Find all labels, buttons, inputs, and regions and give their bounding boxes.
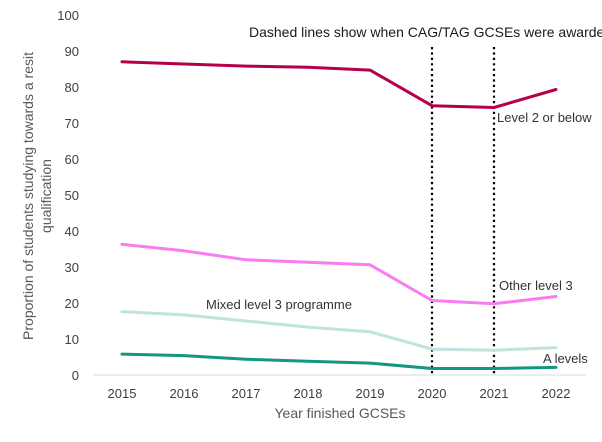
series-line-2 [120,310,558,352]
x-tick-label: 2015 [108,386,137,401]
y-axis-label-line-1: Proportion of students studying towards … [20,52,36,340]
y-tick-label: 100 [57,8,79,23]
x-tick-label: 2017 [232,386,261,401]
x-tick-label: 2020 [418,386,447,401]
y-tick-label: 70 [65,116,79,131]
y-tick-label: 30 [65,260,79,275]
y-axis-label-line-2: qualification [38,159,54,233]
series-labels: Level 2 or below Other level 3 Mixed level… [206,110,592,366]
y-tick-label: 10 [65,332,79,347]
series-line-3 [120,352,558,370]
x-tick-label: 2019 [356,386,385,401]
x-tick-label: 2018 [294,386,323,401]
x-tick-label: 2016 [170,386,199,401]
y-axis-label: Proportion of students studying towards … [20,52,54,340]
y-tick-label: 50 [65,188,79,203]
series-label: Other level 3 [499,278,573,293]
y-axis-ticks: 0 10 20 30 40 50 60 70 80 90 100 [57,8,79,383]
y-tick-label: 0 [72,368,79,383]
series-lines [120,60,558,370]
y-tick-label: 40 [65,224,79,239]
y-tick-label: 90 [65,44,79,59]
x-axis-ticks: 2015 2016 2017 2018 2019 2020 2021 2022 [108,386,571,401]
series-line-0 [120,60,558,109]
series-label: Level 2 or below [497,110,592,125]
chart-annotation: Dashed lines show when CAG/TAG GCSEs wer… [249,24,602,40]
y-tick-label: 60 [65,152,79,167]
cag-tag-marker-lines [430,47,496,375]
series-label: Mixed level 3 programme [206,297,352,312]
y-tick-label: 20 [65,296,79,311]
series-label: A levels [543,351,588,366]
x-tick-label: 2022 [542,386,571,401]
series-line-1 [120,242,558,306]
x-axis-label: Year finished GCSEs [275,405,406,421]
x-tick-label: 2021 [480,386,509,401]
y-tick-label: 80 [65,80,79,95]
